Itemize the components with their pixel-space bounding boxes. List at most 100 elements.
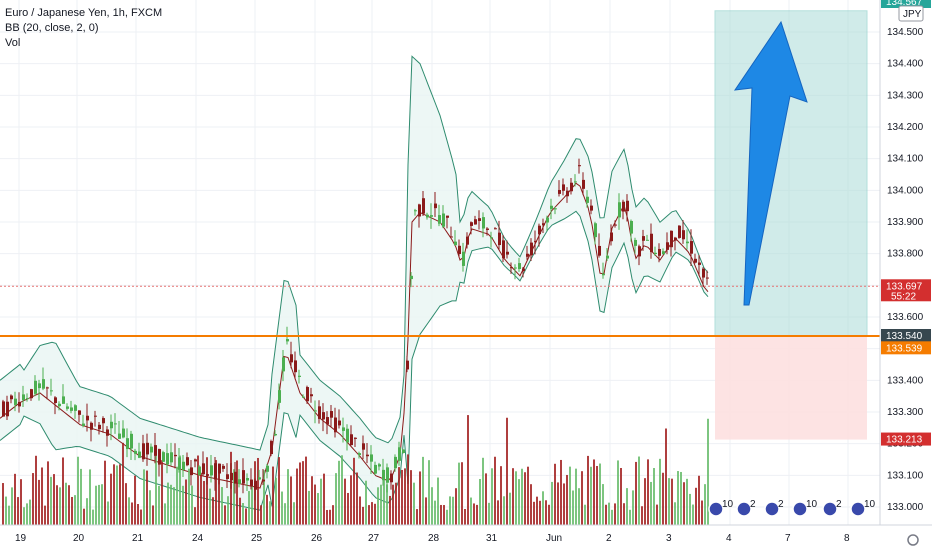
volume-bar [104,460,106,525]
candle-body [186,457,189,466]
volume-bar [17,497,19,525]
volume-bar [533,501,535,525]
volume-bar [551,481,553,525]
candle-body [54,397,57,404]
volume-bar [530,484,532,525]
time-tick-label: 26 [311,533,323,544]
price-tick-label: 134.000 [887,185,924,196]
volume-bar [596,466,598,525]
candle-body [486,228,489,230]
volume-bar [695,487,697,525]
candle-body [538,225,541,235]
volume-bar [212,497,214,525]
candle-body [550,205,553,209]
volume-bar [503,496,505,525]
time-axis [0,525,932,550]
volume-bar [497,500,499,525]
candle-body [58,403,61,407]
settings-gear-icon[interactable] [907,534,919,546]
volume-bar [209,488,211,525]
volume-bar [647,459,649,525]
candle-body [158,449,161,465]
volume-bar [329,509,331,525]
volume-bar [53,474,55,525]
volume-bar [155,453,157,525]
volume-bar [158,485,160,525]
candle-body [334,417,337,433]
candle-body [14,398,17,405]
volume-bar [428,460,430,525]
volume-bar [371,502,373,525]
volume-bar [356,472,358,525]
candle-body [250,479,253,487]
price-tag [881,329,931,343]
volume-bar [434,500,436,525]
volume-bar [404,468,406,525]
candle-body [426,214,429,218]
candle-body [566,190,569,197]
volume-bar [458,462,460,525]
volume-bar [287,469,289,525]
volume-bar [173,487,175,525]
candle-body [74,405,77,411]
candle-body [530,242,533,256]
volume-bar [575,468,577,525]
time-tick-label: 31 [486,533,498,544]
candle-body [214,463,217,480]
volume-bar [602,484,604,525]
price-tag [881,341,931,355]
candle-body [26,398,29,400]
candle-body [594,223,597,238]
candle-body [38,383,41,389]
candle-body [382,469,385,481]
volume-bar [659,458,661,525]
candle-body [150,446,153,453]
volume-bar [335,473,337,525]
time-tick-label: 25 [251,533,263,544]
candle-body [558,189,561,194]
candle-body [518,263,521,269]
volume-bar [119,464,121,525]
candle-body [430,215,433,217]
volume-bar [71,496,73,525]
volume-bar [20,479,22,525]
candle-body [454,241,457,246]
volume-bar [86,498,88,525]
volume-bar [323,473,325,525]
candle-body [106,429,109,436]
candle-body [414,210,417,212]
volume-bar [98,484,100,525]
volume-bar [113,464,115,525]
volume-bar [176,466,178,525]
candle-body [706,277,709,279]
time-tick-label: 20 [73,533,85,544]
event-count: 10 [806,499,818,510]
time-tick-label: 19 [15,533,27,544]
volume-bar [203,480,205,525]
candle-body [462,251,465,266]
volume-bar [422,456,424,525]
volume-bar [299,462,301,525]
volume-bar [272,466,274,525]
candle-body [394,456,397,469]
volume-bar [635,461,637,525]
candle-body [650,233,653,253]
volume-bar [77,456,79,525]
candle-body [578,165,581,167]
event-marker: 10 [850,499,876,517]
volume-bar [641,506,643,525]
candle-body [422,198,425,214]
currency-badge [898,5,924,22]
volume-bar [554,463,556,525]
volume-bar [200,472,202,525]
candle-body [6,401,9,417]
volume-bar [479,478,481,525]
volume-bar [11,487,13,525]
volume-bar [80,468,82,525]
candle-body [310,394,313,397]
candle-body [46,387,49,389]
event-marker: 10 [792,499,818,517]
candle-body [162,452,165,462]
candle-body [82,423,85,426]
